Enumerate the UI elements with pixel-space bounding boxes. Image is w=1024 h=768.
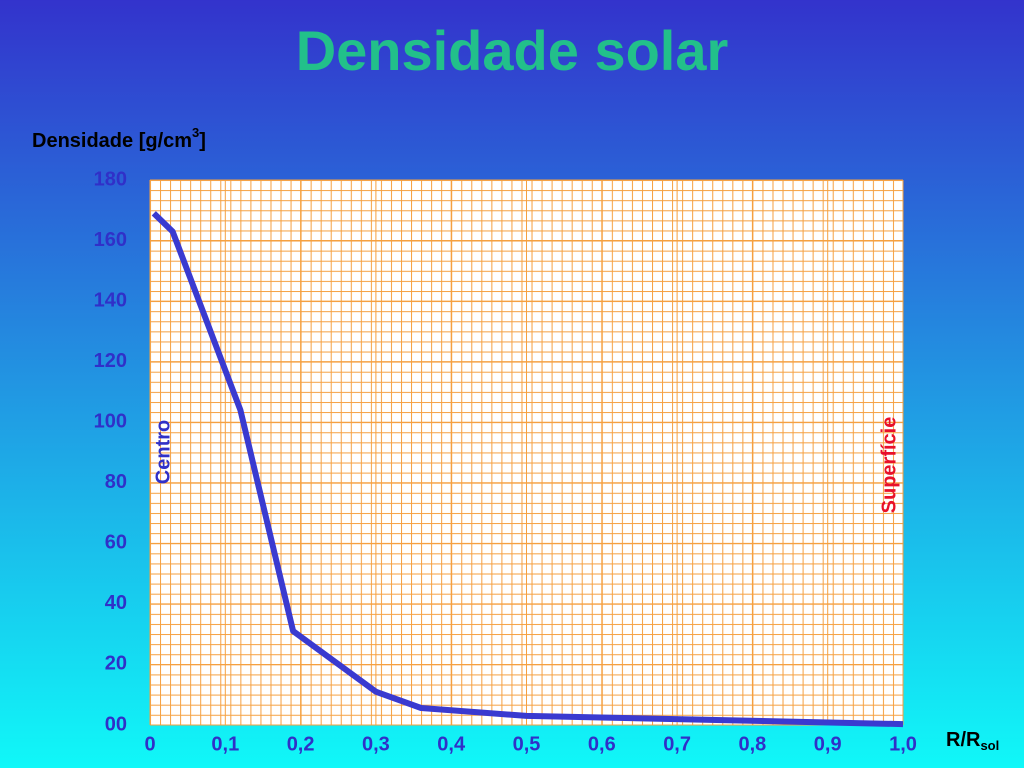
x-tick-label: 0,4 <box>437 733 466 755</box>
y-tick-label: 20 <box>105 653 127 675</box>
annotation-centro: Centro <box>152 420 174 484</box>
y-tick-label: 140 <box>94 289 127 311</box>
x-tick-label: 1,0 <box>889 733 917 755</box>
y-tick-label: 160 <box>94 229 127 251</box>
y-tick-label: 00 <box>105 713 127 735</box>
x-tick-label: 0,7 <box>663 733 691 755</box>
x-tick-label: 0,9 <box>814 733 842 755</box>
y-axis-label: Densidade [g/cm3] <box>32 125 206 152</box>
y-tick-label: 40 <box>105 592 127 614</box>
x-tick-label: 0,8 <box>738 733 766 755</box>
annotation-superficie: Superfície <box>878 417 900 514</box>
y-tick-label: 80 <box>105 471 127 493</box>
y-tick-label: 180 <box>94 168 127 190</box>
x-axis-label: R/Rsol <box>946 729 999 753</box>
x-tick-label: 0 <box>144 733 155 755</box>
x-tick-label: 0,1 <box>211 733 239 755</box>
x-tick-label: 0,5 <box>513 733 541 755</box>
x-tick-label: 0,2 <box>287 733 315 755</box>
data-line <box>151 211 904 728</box>
x-tick-label: 0,3 <box>362 733 390 755</box>
y-tick-label: 60 <box>105 532 127 554</box>
y-tick-label: 100 <box>94 411 127 433</box>
title: Densidade solar <box>296 19 729 82</box>
y-tick-label: 120 <box>94 350 127 372</box>
x-tick-label: 0,6 <box>588 733 616 755</box>
